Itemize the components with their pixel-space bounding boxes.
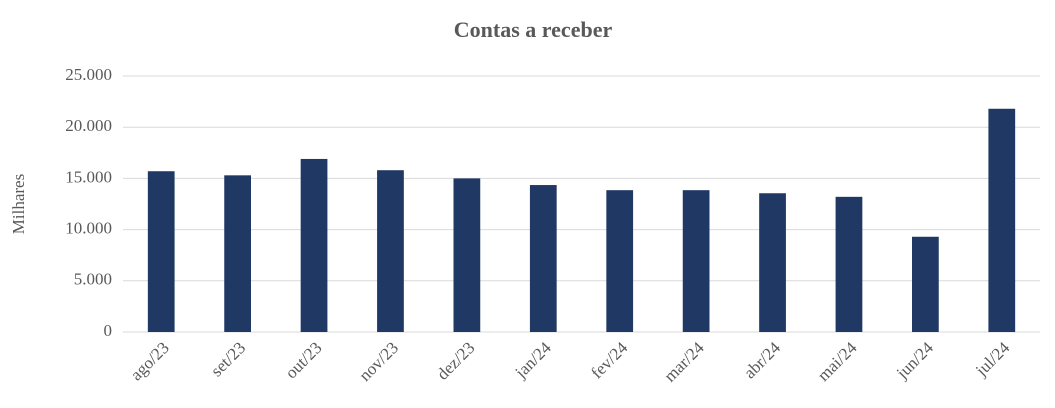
x-tick-label: abr/24 <box>740 338 784 382</box>
y-axis-label: Milhares <box>9 174 28 234</box>
chart-title: Contas a receber <box>454 17 613 42</box>
bar <box>988 108 1016 332</box>
x-tick-label: mai/24 <box>814 338 861 385</box>
bar <box>147 171 175 332</box>
bar <box>300 158 328 332</box>
x-tick-label: set/23 <box>207 338 249 380</box>
y-tick-label: 25.000 <box>65 65 112 84</box>
x-tick-label: jul/24 <box>971 338 1014 381</box>
bar <box>912 236 939 332</box>
y-tick-label: 10.000 <box>65 219 112 238</box>
bar <box>453 178 481 332</box>
x-tick-label: mar/24 <box>660 338 708 386</box>
x-tick-label: fev/24 <box>587 338 631 382</box>
bar <box>529 185 557 332</box>
y-tick-label: 15.000 <box>65 167 112 186</box>
x-tick-label: nov/23 <box>355 338 402 385</box>
bar <box>682 190 710 332</box>
x-tick-label: out/23 <box>281 338 325 382</box>
x-tick-label: dez/23 <box>433 338 478 383</box>
x-tick-label: jun/24 <box>892 338 937 383</box>
bar <box>835 196 863 332</box>
y-tick-label: 20.000 <box>65 116 112 135</box>
bar <box>377 170 404 332</box>
bar <box>759 193 786 332</box>
bar <box>606 190 634 332</box>
y-tick-label: 5.000 <box>74 270 112 289</box>
y-tick-label: 0 <box>104 321 113 340</box>
x-tick-label: jan/24 <box>511 338 556 383</box>
bar <box>224 175 251 332</box>
x-tick-label: ago/23 <box>127 338 173 384</box>
